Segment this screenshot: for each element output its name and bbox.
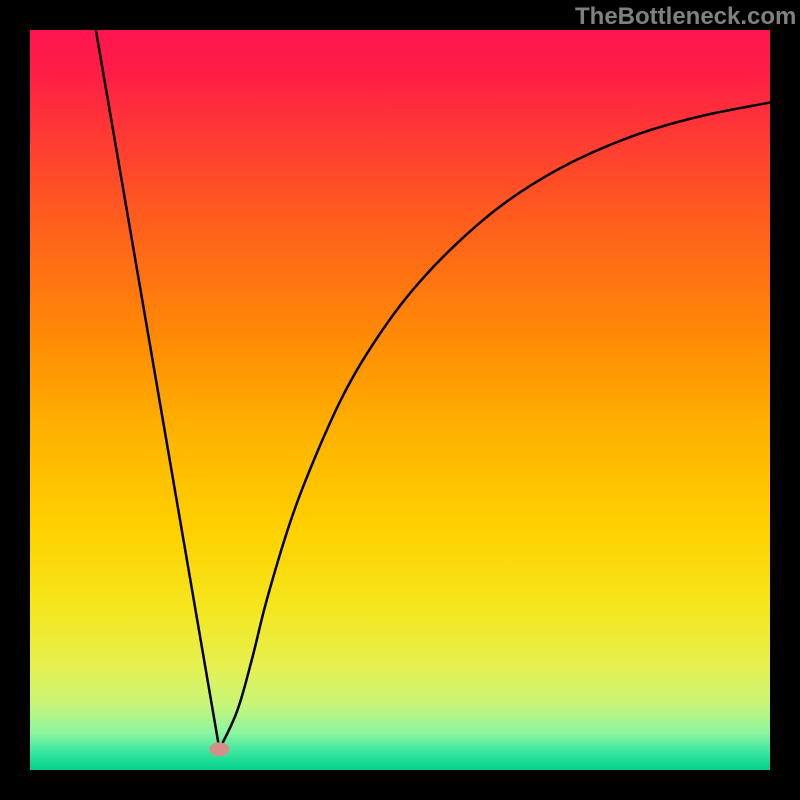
- gradient-background: [30, 30, 770, 770]
- minimum-marker: [209, 742, 229, 756]
- plot-area: [30, 30, 770, 770]
- watermark-text: TheBottleneck.com: [575, 3, 796, 31]
- chart-svg: [30, 30, 770, 770]
